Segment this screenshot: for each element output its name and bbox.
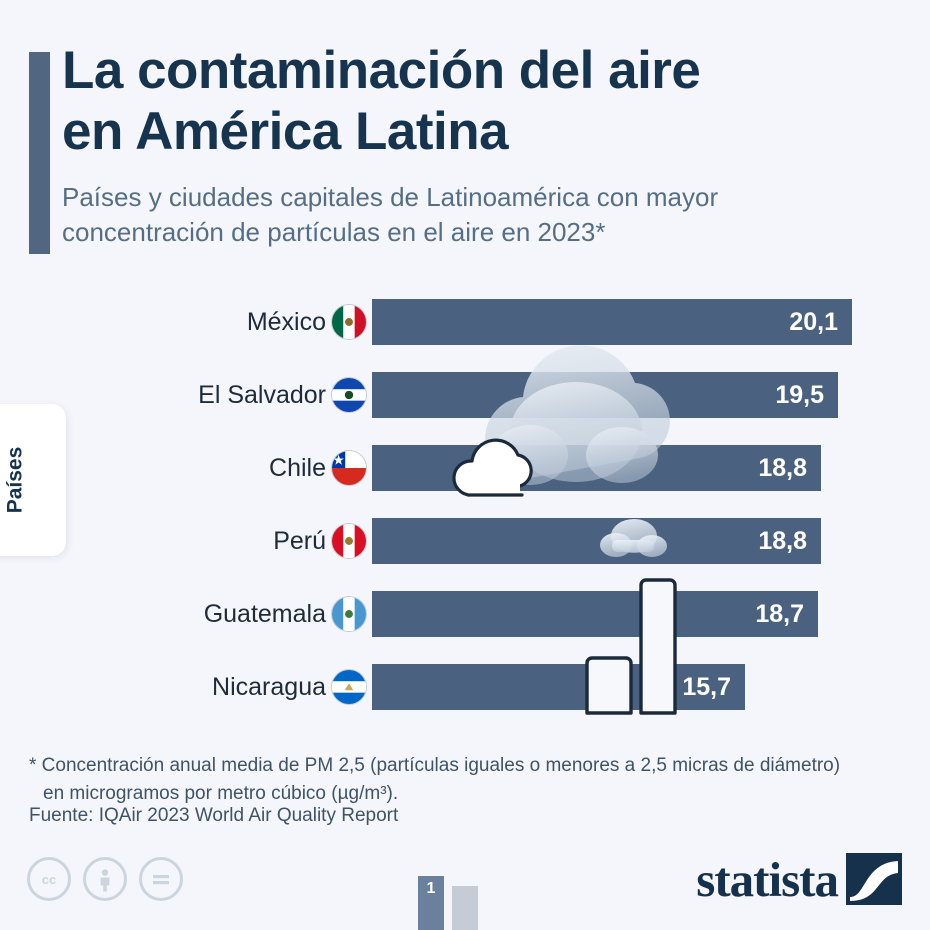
category-label: Nicaragua [212,673,326,701]
el-salvador-flag-icon [332,378,366,412]
statista-mark-icon [846,853,902,905]
chart-row: Nicaragua 15,7 [0,664,930,710]
category-label: Chile [269,454,326,482]
bar-value: 18,7 [755,600,804,628]
page-subtitle-line-1: Países y ciudades capitales de Latinoamé… [62,182,719,212]
category-label: México [246,308,326,336]
guatemala-flag-icon [332,597,366,631]
bar-value: 18,8 [758,454,807,482]
cc-glyph-icon: cc [42,872,56,887]
bar: 18,7 [372,591,818,637]
no-derivatives-equals-icon [139,857,183,901]
chart-row: Perú 18,8 [0,518,930,564]
mexico-flag-icon [332,305,366,339]
bar-value: 18,8 [758,527,807,555]
bar-value: 20,1 [789,308,838,336]
chile-flag [331,450,367,486]
peru-flag-icon [332,524,366,558]
page-indicator-next[interactable] [452,886,478,930]
bar: 19,5 [372,372,838,418]
statista-logo: statista [696,853,902,905]
title-accent-bar [29,52,50,254]
page-indicator-current[interactable]: 1 [418,876,444,930]
nicaragua-flag-icon [332,670,366,704]
bar: 18,8 [372,445,821,491]
svg-text:cc: cc [42,872,56,887]
mexico-flag [331,304,367,340]
person-glyph-icon [100,869,110,892]
chart-row: México 20,1 [0,299,930,345]
footnote-line-2: en microgramos por metro cúbico (µg/m³). [43,782,399,804]
cc-icon: cc [27,857,71,901]
page-title-line-2: en América Latina [62,102,509,162]
page-title-line-1: La contaminación del aire [62,41,701,100]
chart-row: Guatemala 18,7 [0,591,930,637]
page-subtitle: Países y ciudades capitales de Latinoamé… [62,180,882,249]
bar-value: 19,5 [775,381,824,409]
bar-chart: México 20,1 El Salvador [0,290,930,710]
source-text: Fuente: IQAir 2023 World Air Quality Rep… [29,805,399,826]
category-label: Guatemala [203,600,326,628]
page-subtitle-line-2: concentración de partículas en el aire e… [62,216,606,247]
chart-row: Chile 18,8 [0,445,930,491]
bar: 15,7 [372,664,745,710]
nicaragua-flag [331,669,367,705]
page-title: La contaminación del aire en América Lat… [62,40,872,163]
axis-category-tab: Países [0,404,66,556]
bar: 18,8 [372,518,821,564]
creative-commons-icons: cc [27,857,183,901]
equals-glyph-icon [153,875,169,885]
page-indicator[interactable]: 1 [418,876,478,930]
statista-wordmark: statista [696,851,839,907]
footnote-line-1: * Concentración anual media de PM 2,5 (p… [29,755,841,776]
category-label: El Salvador [198,381,326,409]
guatemala-flag [331,596,367,632]
footnote: * Concentración anual media de PM 2,5 (p… [29,752,909,808]
chart-row: El Salvador 19,5 [0,372,930,418]
peru-flag [331,523,367,559]
el-salvador-flag [331,377,367,413]
category-label: Perú [273,527,326,555]
attribution-person-icon [83,857,127,901]
chile-flag-icon [332,451,366,485]
bar-value: 15,7 [682,673,731,701]
bar: 20,1 [372,299,852,345]
